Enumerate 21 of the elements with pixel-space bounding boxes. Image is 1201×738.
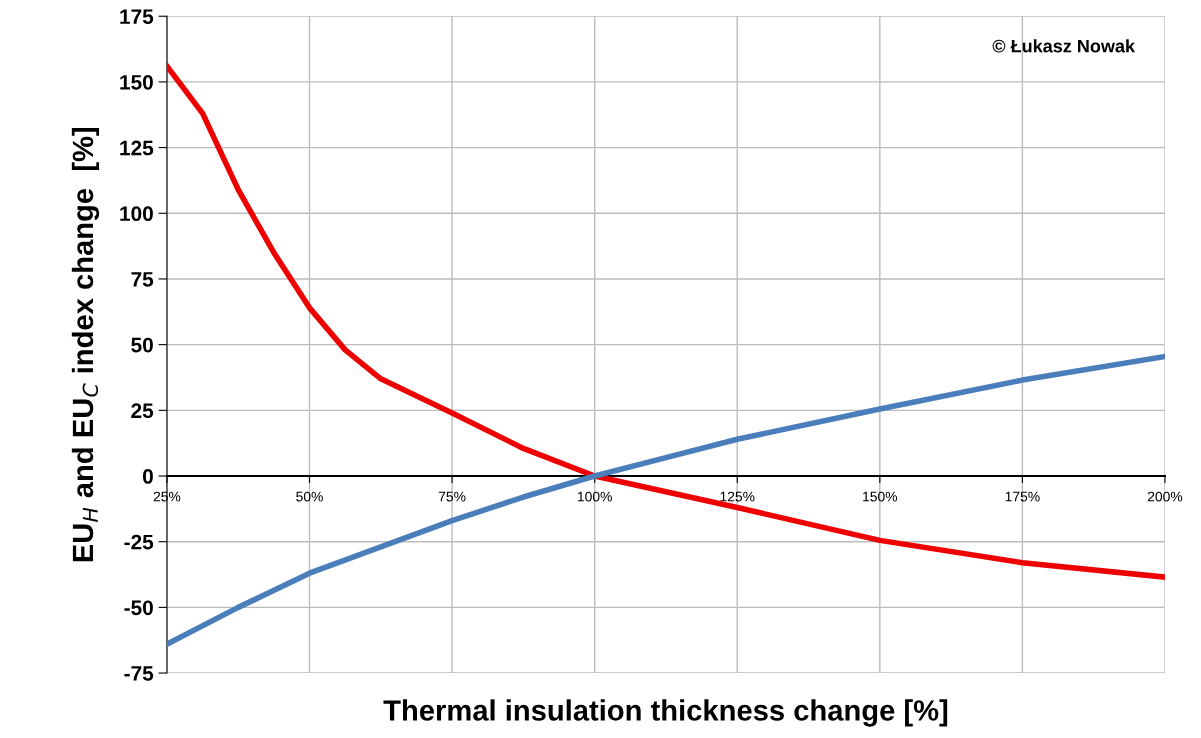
x-tick-label: 175% (1005, 491, 1040, 502)
y-tick-label: -25 (124, 534, 154, 550)
x-tick-label: 150% (863, 491, 898, 502)
y-tick-label: 0 (142, 469, 153, 484)
y-tick-label: 150 (120, 74, 153, 90)
y-tick-label: 25 (131, 403, 154, 419)
y-tick-label: 175 (120, 9, 154, 24)
y-tick-label: -50 (124, 600, 153, 616)
x-tick-label: 200% (1147, 491, 1183, 502)
x-axis-title: Thermal insulation thickness change [%] (383, 699, 948, 727)
x-tick-label: 125% (720, 491, 755, 502)
y-axis-title: EU$_{H}$ and EU$_{C}$ index change [%] (71, 127, 100, 562)
y-tick-label: 75 (131, 272, 154, 287)
x-tick-label: 50% (296, 491, 323, 502)
annotation: © Łukasz Nowak (992, 39, 1136, 53)
y-tick-label: -75 (124, 666, 154, 681)
y-tick-label: 50 (131, 337, 153, 353)
y-tick-label: 100 (120, 206, 153, 222)
x-tick-label: 75% (438, 491, 466, 502)
x-tick-label: 100% (577, 491, 612, 502)
y-tick-label: 125 (120, 140, 154, 156)
